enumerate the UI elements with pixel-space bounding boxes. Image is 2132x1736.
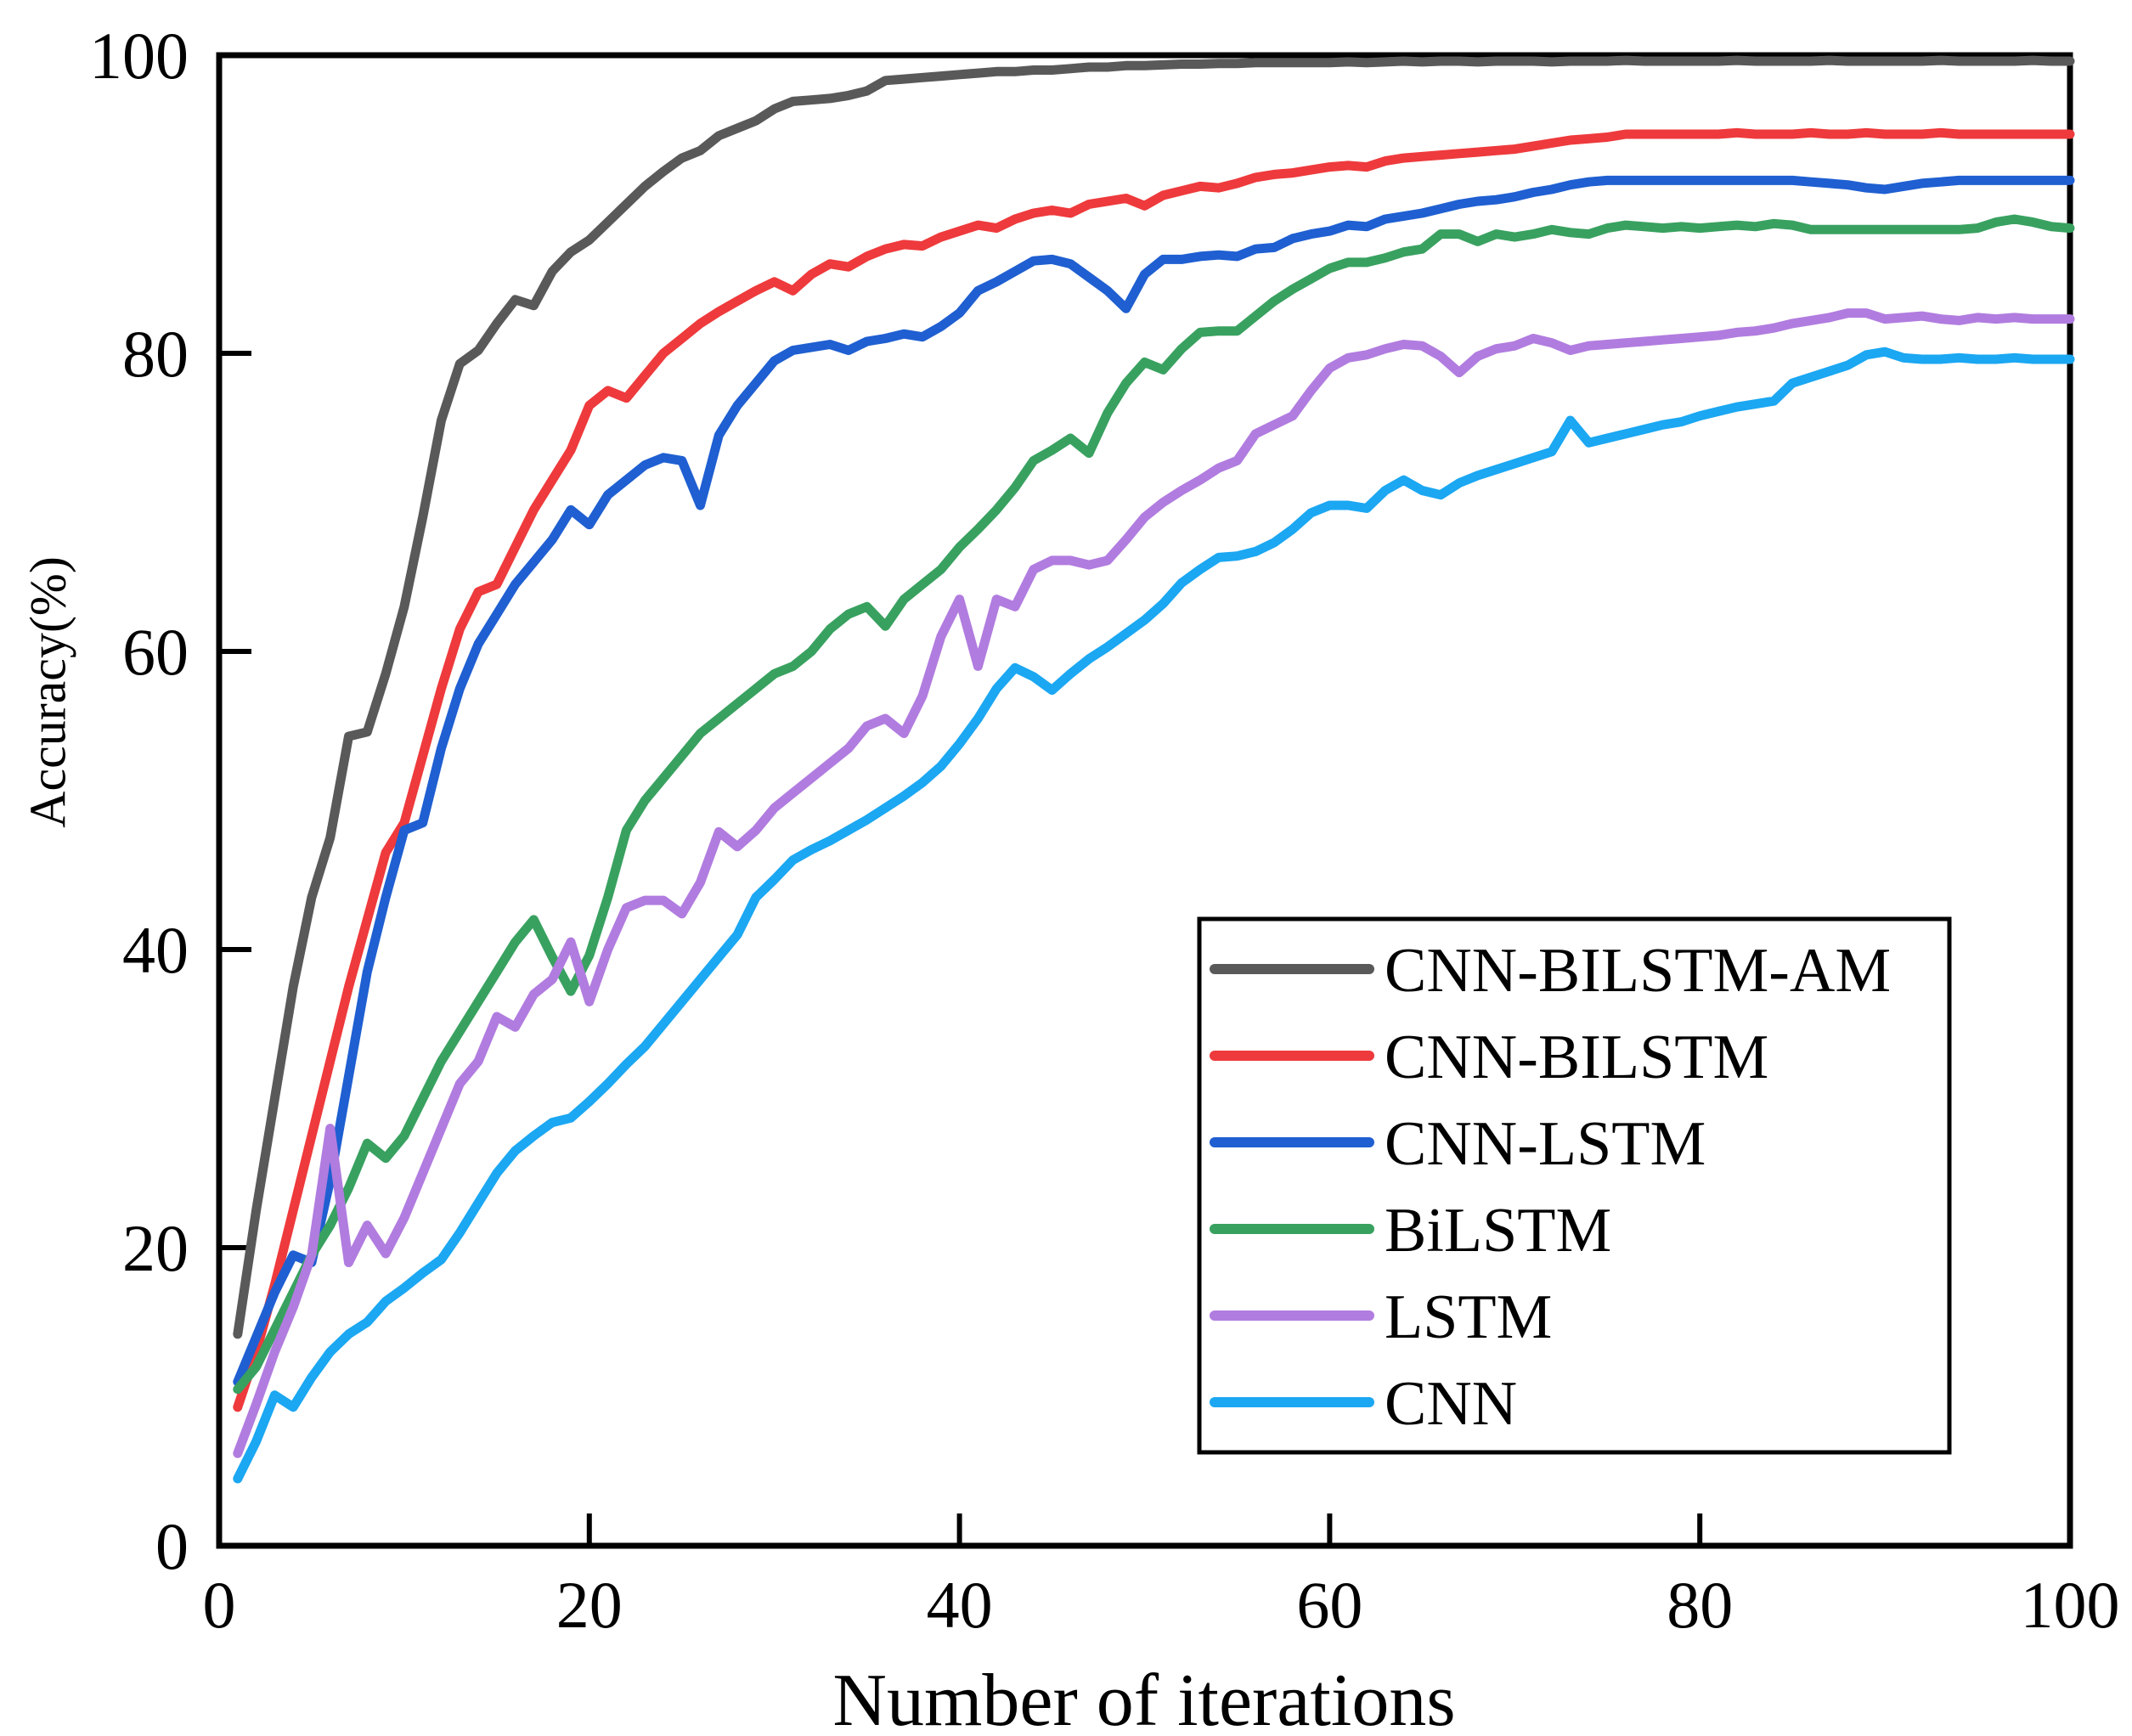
series-line-cnn-bilstm-am (233, 55, 2075, 1339)
legend: CNN-BILSTM-AM CNN-BILSTM CNN-LSTM BiLSTM LST… (1197, 916, 1952, 1455)
x-tick-label: 60 (1296, 1568, 1362, 1642)
y-axis-title: Accuracy(%) (20, 556, 76, 828)
legend-label-bilstm: BiLSTM (1385, 1196, 1611, 1265)
x-tick-label: 0 (203, 1568, 236, 1642)
series-line-bilstm (233, 214, 2075, 1395)
x-tick-label: 40 (927, 1568, 993, 1642)
y-tick-label: 60 (122, 615, 189, 689)
y-tick-label: 20 (122, 1211, 189, 1285)
series-line-cnn (233, 347, 2075, 1484)
y-tick-label: 40 (122, 913, 189, 987)
legend-label-lstm: LSTM (1385, 1282, 1552, 1352)
legend-label-cnn-lstm: CNN-LSTM (1385, 1109, 1706, 1179)
legend-label-cnn: CNN (1385, 1369, 1517, 1439)
x-axis-title: Number of iterations (832, 1660, 1456, 1736)
plot-frame (216, 52, 2073, 1549)
legend-label-cnn-bilstm-am: CNN-BILSTM-AM (1385, 936, 1891, 1006)
series-line-cnn-lstm (233, 175, 2075, 1387)
x-tick-label: 80 (1667, 1568, 1733, 1642)
x-tick-label: 100 (2021, 1568, 2120, 1642)
y-tick-label: 0 (155, 1509, 189, 1583)
series-line-cnn-bilstm (233, 127, 2075, 1412)
legend-label-cnn-bilstm: CNN-BILSTM (1385, 1023, 1768, 1092)
series-line-lstm (233, 308, 2075, 1458)
legend-box (1197, 916, 1952, 1455)
y-tick-label: 80 (122, 317, 189, 391)
x-tick-label: 20 (556, 1568, 623, 1642)
y-tick-label: 100 (89, 19, 189, 93)
